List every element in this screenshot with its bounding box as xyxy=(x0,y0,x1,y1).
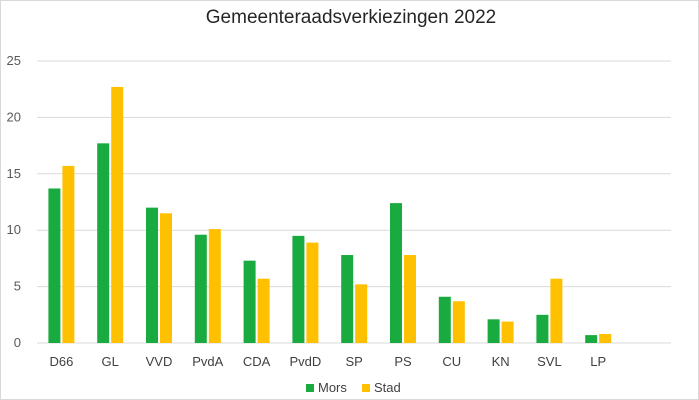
bar-mors-sp xyxy=(341,255,354,343)
bar-stad-sp xyxy=(355,284,368,343)
legend-label-mors: Mors xyxy=(318,380,347,395)
bar-stad-lp xyxy=(599,333,612,343)
legend-label-stad: Stad xyxy=(374,380,401,395)
y-tick-label: 5 xyxy=(14,279,21,294)
chart-title: Gemeenteraadsverkiezingen 2022 xyxy=(206,7,496,28)
y-tick-label: 20 xyxy=(7,109,21,124)
bar-mors-gl xyxy=(97,143,110,343)
x-category-label: PvdA xyxy=(192,354,223,369)
bar-stad-kn xyxy=(501,321,514,343)
bar-stad-cu xyxy=(452,301,465,343)
bar-mors-cda xyxy=(243,260,256,343)
bar-mors-svl xyxy=(536,314,549,343)
bar-stad-svl xyxy=(550,278,563,343)
x-axis-categories: D66 GL VVD PvdA CDA PvdD SP PS CU KN SVL LP xyxy=(49,354,606,369)
bar-mors-pvdd xyxy=(292,235,305,343)
x-category-label: SP xyxy=(346,354,363,369)
bar-stad-vvd xyxy=(160,213,172,343)
bar-stad-pvda xyxy=(208,229,221,343)
legend-swatch-mors xyxy=(306,384,314,392)
y-tick-label: 25 xyxy=(7,53,21,68)
x-category-label: PvdD xyxy=(290,354,322,369)
bar-mors-cu xyxy=(438,296,451,343)
legend: Mors Stad xyxy=(306,380,401,395)
bar-mors-lp xyxy=(585,335,598,343)
bar-stad-pvdd xyxy=(306,242,319,343)
bar-mors-vvd xyxy=(146,207,158,343)
bar-mors-kn xyxy=(487,319,500,343)
y-tick-label: 15 xyxy=(7,166,21,181)
bar-stad-d66 xyxy=(62,165,75,343)
gridlines xyxy=(37,60,671,344)
x-category-label: PS xyxy=(394,354,412,369)
bar-stad-cda xyxy=(257,278,270,343)
bar-stad-ps xyxy=(404,255,416,343)
x-category-label: KN xyxy=(492,354,510,369)
bars xyxy=(48,86,612,343)
x-category-label: GL xyxy=(102,354,119,369)
y-tick-label: 10 xyxy=(7,222,21,237)
y-tick-label: 0 xyxy=(14,335,21,350)
bar-stad-gl xyxy=(111,86,124,343)
legend-swatch-stad xyxy=(362,384,370,392)
x-category-label: D66 xyxy=(49,354,73,369)
x-category-label: VVD xyxy=(146,354,173,369)
bar-mors-pvda xyxy=(194,234,207,343)
bar-mors-ps xyxy=(390,203,402,343)
y-axis-ticks: 0 5 10 15 20 25 xyxy=(7,53,21,350)
bar-mors-d66 xyxy=(48,188,61,343)
x-category-label: LP xyxy=(590,354,606,369)
x-category-label: CDA xyxy=(243,354,271,369)
x-category-label: CU xyxy=(442,354,461,369)
x-category-label: SVL xyxy=(537,354,562,369)
